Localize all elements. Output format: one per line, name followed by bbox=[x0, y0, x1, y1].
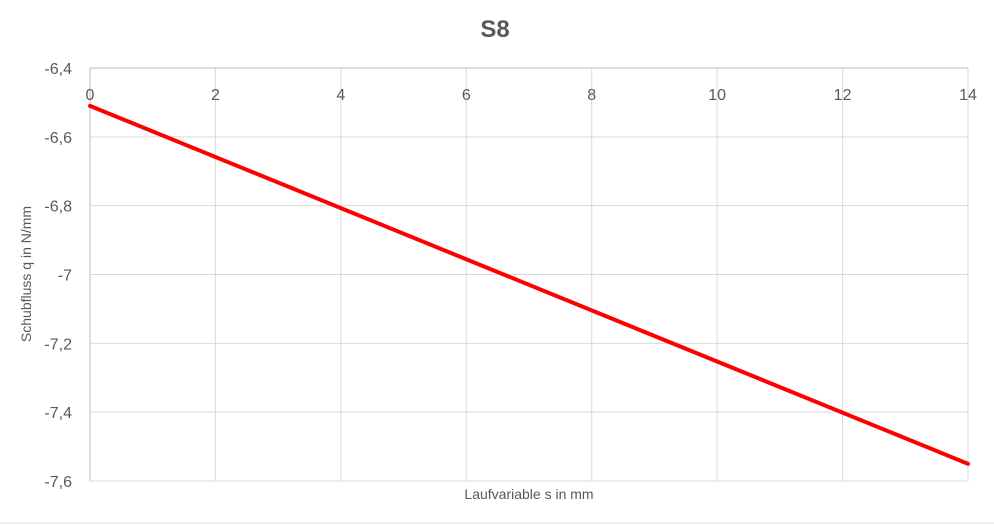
x-tick-label: 8 bbox=[587, 87, 596, 104]
x-tick-label: 4 bbox=[336, 87, 345, 104]
x-tick-label: 12 bbox=[834, 87, 852, 104]
y-tick-labels: -6,4 -6,6 -6,8 -7 -7,2 -7,4 -7,6 bbox=[44, 61, 72, 491]
x-tick-label: 0 bbox=[86, 87, 95, 104]
series-line bbox=[88, 103, 970, 466]
y-tick-label: -6,8 bbox=[44, 199, 72, 216]
x-tick-label: 6 bbox=[462, 87, 471, 104]
x-tick-label: 10 bbox=[708, 87, 726, 104]
y-tick-label: -6,6 bbox=[44, 130, 72, 147]
series-group bbox=[88, 103, 970, 466]
horizontal-gridlines bbox=[90, 67, 968, 482]
x-tick-label: 14 bbox=[959, 87, 977, 104]
chart-title: S8 bbox=[480, 16, 509, 43]
y-tick-label: -7,4 bbox=[44, 405, 72, 422]
x-tick-labels: 0 2 4 6 8 10 12 14 bbox=[86, 87, 977, 104]
y-tick-label: -6,4 bbox=[44, 61, 72, 78]
y-axis-label: Schubfluss q in N/mm bbox=[18, 206, 34, 342]
x-axis-label: Laufvariable s in mm bbox=[464, 486, 593, 502]
y-tick-label: -7 bbox=[58, 268, 72, 285]
y-tick-label: -7,6 bbox=[44, 474, 72, 491]
y-tick-label: -7,2 bbox=[44, 336, 72, 353]
x-tick-label: 2 bbox=[211, 87, 220, 104]
